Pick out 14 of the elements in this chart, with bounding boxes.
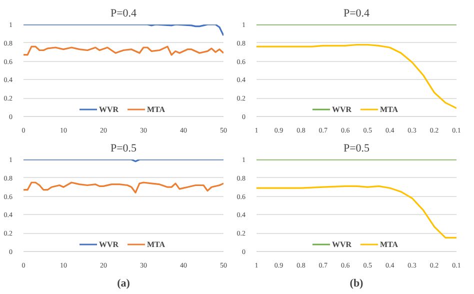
legend-label: MTA	[380, 239, 400, 249]
legend-label: MTA	[380, 104, 400, 114]
chart-title: P=0.4	[110, 8, 138, 20]
legend-label: MTA	[147, 239, 166, 249]
text: (a)	[117, 278, 130, 290]
chart-title: P=0.5	[110, 142, 138, 154]
legend-label: WVR	[332, 239, 352, 249]
legend-label: WVR	[99, 239, 119, 249]
legend-label: WVR	[332, 104, 352, 114]
legend-label: MTA	[147, 104, 166, 114]
legend-label: WVR	[99, 104, 119, 114]
chart-title: P=0.4	[343, 8, 370, 20]
chart-title: P=0.5	[343, 142, 370, 154]
text: (b)	[350, 278, 364, 290]
